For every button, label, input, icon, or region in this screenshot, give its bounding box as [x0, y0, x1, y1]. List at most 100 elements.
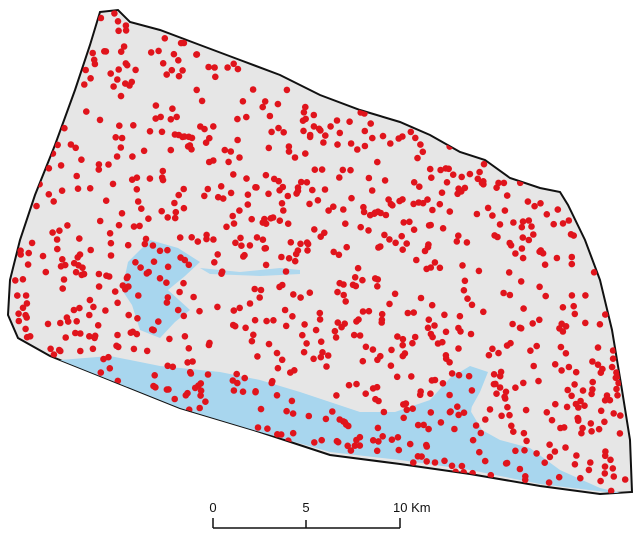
sample-point: [380, 133, 387, 140]
sample-point: [243, 114, 250, 121]
sample-point: [520, 305, 527, 312]
sample-point: [336, 416, 343, 423]
sample-point: [20, 276, 27, 283]
sample-point: [459, 463, 466, 470]
sample-point: [613, 386, 620, 393]
sample-point: [375, 244, 382, 251]
sample-point: [520, 380, 527, 387]
sample-point: [222, 147, 229, 154]
sample-point: [118, 144, 125, 151]
sample-point: [437, 167, 444, 174]
sample-point: [298, 179, 305, 186]
sample-point: [193, 51, 200, 58]
sample-point: [435, 340, 442, 347]
sample-point: [535, 378, 542, 385]
sample-point: [552, 448, 559, 455]
sample-point: [610, 355, 617, 362]
sample-point: [444, 179, 451, 186]
sample-point: [188, 234, 195, 241]
sample-point: [348, 195, 355, 202]
sample-point: [46, 191, 53, 198]
sample-point: [253, 184, 260, 191]
sample-point: [582, 292, 589, 299]
sample-point: [203, 232, 210, 239]
sample-point: [386, 301, 393, 308]
sample-point: [141, 148, 148, 155]
sample-point: [519, 224, 526, 231]
sample-point: [510, 219, 517, 226]
sample-point: [159, 129, 166, 136]
sample-point: [309, 187, 316, 194]
sample-point: [622, 476, 629, 483]
sample-point: [172, 131, 179, 138]
sample-point: [20, 305, 27, 312]
sample-point: [445, 166, 452, 173]
sample-point: [400, 219, 407, 226]
sample-point: [210, 157, 217, 164]
sample-point: [115, 66, 122, 73]
sample-point: [304, 179, 311, 186]
sample-point: [374, 448, 381, 455]
sample-point: [290, 410, 297, 417]
sample-point: [236, 305, 243, 312]
sample-point: [409, 340, 416, 347]
sample-point: [283, 323, 290, 330]
sample-point: [22, 326, 29, 333]
sample-point: [206, 135, 213, 142]
sample-point: [523, 438, 530, 445]
sample-point: [29, 240, 36, 247]
sample-point: [429, 302, 436, 309]
sample-point: [122, 286, 129, 293]
sample-point: [275, 365, 282, 372]
sample-point: [125, 312, 132, 319]
sample-point: [370, 346, 377, 353]
sample-point: [180, 186, 187, 193]
sample-point: [15, 318, 22, 325]
sample-point: [116, 222, 123, 229]
sample-point: [87, 75, 94, 82]
sample-point: [489, 212, 496, 219]
sample-point: [258, 406, 265, 413]
sample-point: [554, 255, 561, 262]
sample-point: [480, 309, 487, 316]
sample-point: [43, 269, 50, 276]
sample-point: [461, 409, 468, 416]
sample-point: [586, 467, 593, 474]
sample-point: [297, 294, 304, 301]
sample-point: [311, 226, 318, 233]
page: {"scale_bar": {"labels": ["0", "5", "10 …: [0, 0, 635, 545]
sample-point: [512, 448, 519, 455]
sample-point: [274, 431, 281, 438]
sample-point: [160, 177, 167, 184]
sample-point: [115, 18, 122, 25]
sample-point: [428, 264, 435, 271]
sample-point: [550, 221, 557, 228]
sample-point: [443, 329, 450, 336]
sample-point: [437, 201, 444, 208]
sample-point: [184, 390, 191, 397]
sample-point: [266, 341, 273, 348]
sample-point: [407, 441, 414, 448]
sample-point: [235, 66, 242, 73]
sample-point: [418, 295, 425, 302]
sample-point: [375, 425, 382, 432]
sample-point: [241, 375, 248, 382]
sample-point: [137, 264, 144, 271]
sample-point: [574, 415, 581, 422]
sample-point: [293, 251, 300, 258]
sample-point: [489, 346, 496, 353]
sample-point: [229, 213, 236, 220]
sample-point: [355, 265, 362, 272]
sample-point: [597, 478, 604, 485]
sample-point: [495, 350, 502, 357]
sample-point: [542, 261, 549, 268]
sample-point: [527, 347, 534, 354]
sample-point: [568, 393, 575, 400]
sample-point: [579, 425, 586, 432]
sample-point: [304, 247, 311, 254]
sample-point: [236, 207, 243, 214]
sample-point: [210, 236, 217, 243]
sample-point: [529, 320, 536, 327]
sample-point: [346, 118, 353, 125]
sample-point: [569, 254, 576, 261]
